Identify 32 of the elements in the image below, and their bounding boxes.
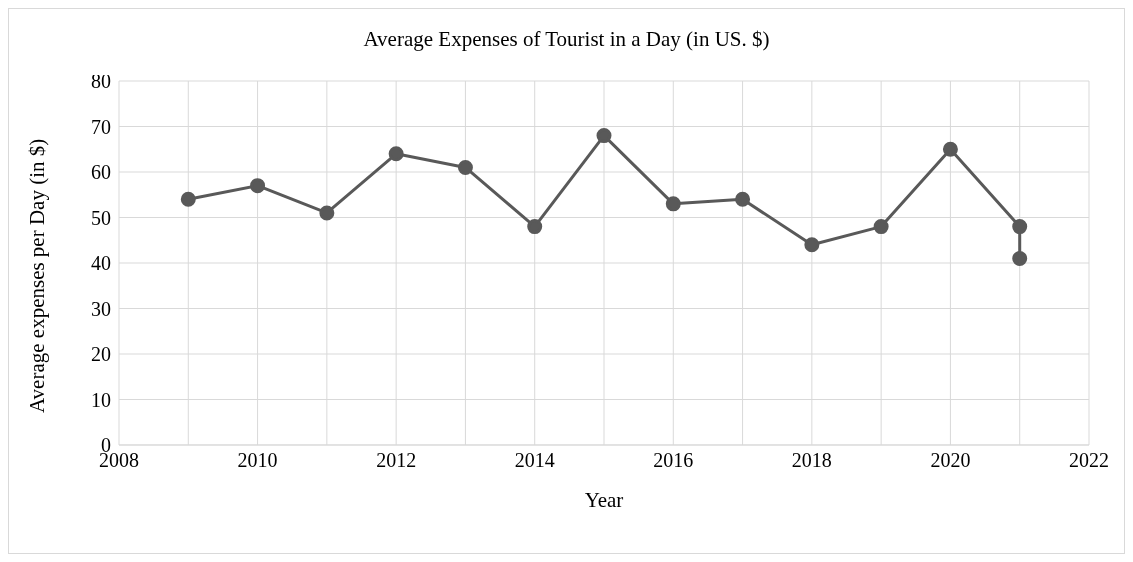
x-tick-label: 2022 [1069,449,1109,472]
y-tick-label: 60 [91,161,111,184]
y-tick-label: 80 [91,70,111,93]
point [180,191,196,207]
point [1012,219,1028,235]
y-tick-label: 30 [91,297,111,320]
x-tick-label: 2020 [930,449,971,472]
x-tick-label: 2012 [376,449,417,472]
point [735,191,751,207]
point [804,237,820,253]
point [250,178,266,194]
point [873,219,889,235]
point [388,146,404,162]
x-tick-label: 2014 [514,449,555,472]
point [457,159,473,175]
point [1012,250,1028,266]
x-tick-label: 2010 [237,449,278,472]
y-tick-label: 50 [91,206,111,229]
point [665,196,681,212]
y-tick-label: 70 [91,115,111,138]
x-tick-label: 2018 [791,449,832,472]
point [942,141,958,157]
point [319,205,335,221]
point [596,128,612,144]
y-tick-label: 40 [91,252,111,275]
chart-title: Average Expenses of Tourist in a Day (in US. $) [362,27,771,52]
y-axis-title: Average expenses per Day (in $) [25,138,50,413]
y-tick-label: 10 [91,388,111,411]
y-tick-label: 20 [91,343,111,366]
x-tick-label: 2016 [653,449,694,472]
x-axis-title: Year [584,488,624,512]
point [527,219,543,235]
